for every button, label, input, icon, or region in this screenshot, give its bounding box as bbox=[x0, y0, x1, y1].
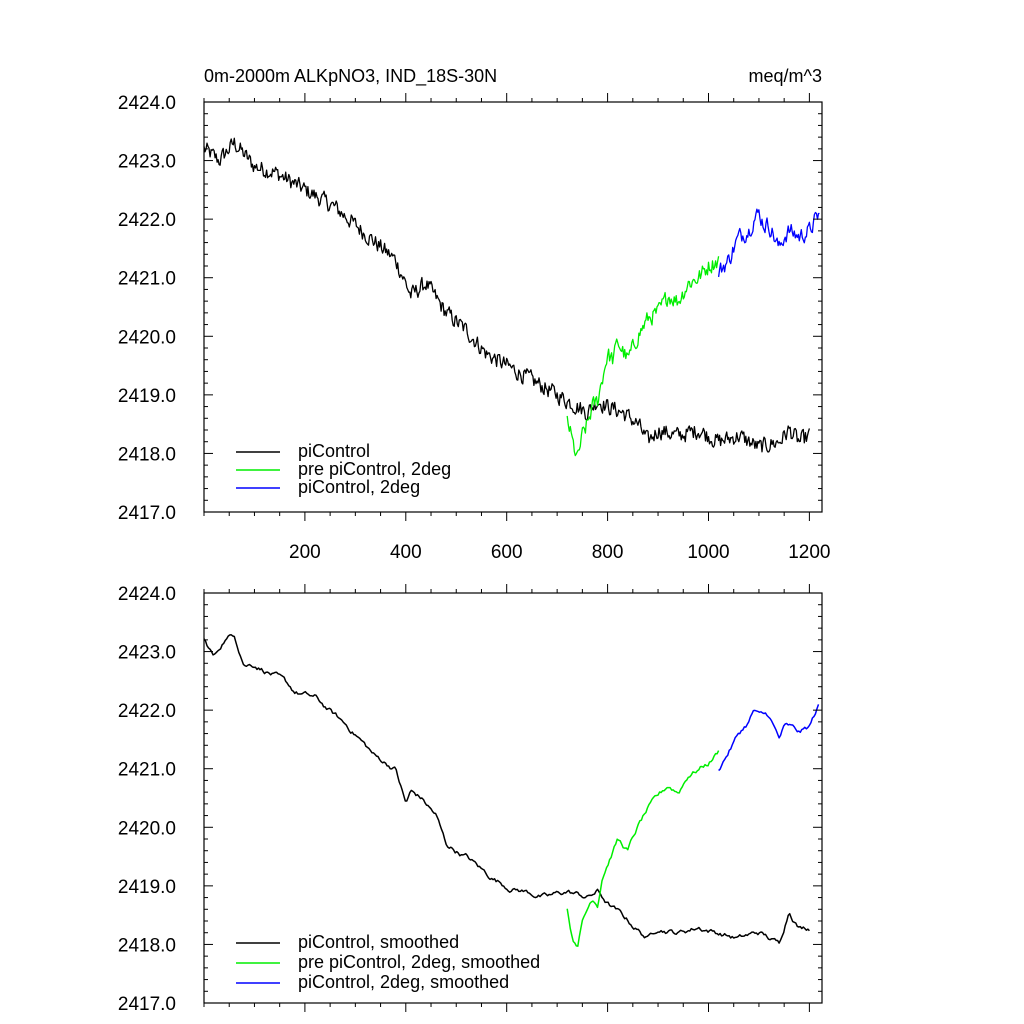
y-tick-label: 2424.0 bbox=[118, 584, 176, 605]
x-tick-label: 800 bbox=[592, 542, 624, 563]
x-tick-label: 200 bbox=[289, 542, 321, 563]
y-tick-label: 2421.0 bbox=[118, 760, 176, 781]
plot-frame bbox=[203, 592, 823, 1004]
series-line-1 bbox=[566, 256, 720, 457]
y-tick-label: 2424.0 bbox=[118, 93, 176, 114]
legend-label: piControl, 2deg, smoothed bbox=[298, 972, 509, 992]
plot-frame bbox=[203, 101, 823, 513]
series-line-2 bbox=[718, 704, 820, 772]
y-tick-label: 2422.0 bbox=[118, 210, 176, 231]
y-tick-label: 2417.0 bbox=[118, 994, 176, 1015]
x-tick-label: 1200 bbox=[788, 542, 830, 563]
y-tick-label: 2423.0 bbox=[118, 643, 176, 664]
y-tick-label: 2420.0 bbox=[118, 818, 176, 839]
legend-label: pre piControl, 2deg, smoothed bbox=[298, 952, 540, 972]
x-tick-label: 1000 bbox=[687, 542, 729, 563]
series-line-0 bbox=[203, 634, 810, 944]
y-tick-label: 2417.0 bbox=[118, 503, 176, 524]
bottom-panel: 2417.0 2418.0 2419.0 2420.0 2421.0 2422.0 2423… bbox=[118, 584, 823, 1015]
x-tick-label: 400 bbox=[390, 542, 422, 563]
y-tick-label: 2418.0 bbox=[118, 444, 176, 465]
y-tick-label: 2423.0 bbox=[118, 152, 176, 173]
series-line-2 bbox=[717, 208, 820, 277]
legend-label: piControl bbox=[298, 441, 370, 461]
legend-label: piControl, smoothed bbox=[298, 932, 459, 952]
y-tick-label: 2421.0 bbox=[118, 269, 176, 290]
chart-title: 0m-2000m ALKpNO3, IND_18S-30N bbox=[204, 66, 497, 87]
y-tick-label: 2419.0 bbox=[118, 386, 176, 407]
y-tick-label: 2422.0 bbox=[118, 701, 176, 722]
chart-units: meq/m^3 bbox=[749, 66, 822, 86]
x-tick-label: 600 bbox=[491, 542, 523, 563]
y-tick-label: 2418.0 bbox=[118, 935, 176, 956]
y-tick-label: 2420.0 bbox=[118, 327, 176, 348]
legend-label: pre piControl, 2deg bbox=[298, 459, 451, 479]
legend-label: piControl, 2deg bbox=[298, 477, 420, 497]
series-line-1 bbox=[566, 750, 720, 947]
y-tick-label: 2419.0 bbox=[118, 877, 176, 898]
series-line-0 bbox=[203, 137, 811, 453]
top-panel: 0m-2000m ALKpNO3, IND_18S-30N meq/m^3 24… bbox=[118, 66, 831, 563]
